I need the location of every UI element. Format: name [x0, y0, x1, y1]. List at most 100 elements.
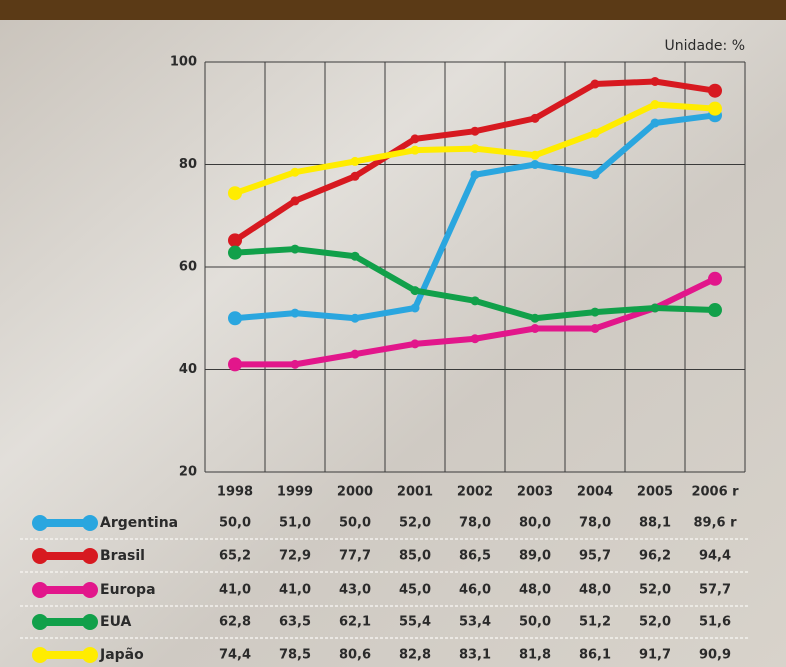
- table-value: 52,0: [639, 615, 671, 630]
- data-point: [650, 76, 660, 86]
- y-tick-label: 20: [179, 465, 197, 480]
- data-point: [530, 324, 540, 333]
- x-tick-label: 2001: [397, 485, 433, 500]
- legend-label: EUA: [100, 614, 132, 630]
- data-point: [650, 303, 660, 313]
- data-point: [650, 118, 660, 128]
- table-value: 78,0: [459, 516, 491, 531]
- table-value: 81,8: [519, 648, 551, 663]
- table-value: 89,6 r: [693, 516, 737, 531]
- table-value: 50,0: [519, 615, 551, 630]
- table-value: 85,0: [399, 549, 431, 564]
- data-point: [410, 339, 420, 349]
- legend-swatch-dot: [82, 614, 98, 630]
- legend-label: Japão: [99, 647, 144, 663]
- data-point: [590, 307, 600, 317]
- data-point: [470, 144, 480, 154]
- legend-label: Argentina: [100, 515, 178, 531]
- data-point: [350, 171, 360, 181]
- data-point: [228, 357, 242, 372]
- x-tick-label: 1998: [217, 485, 253, 500]
- x-tick-label: 1999: [277, 485, 313, 500]
- table-value: 77,7: [339, 549, 371, 564]
- table-value: 41,0: [219, 583, 251, 598]
- legend-swatch-dot: [32, 647, 48, 663]
- table-value: 86,1: [579, 648, 611, 663]
- table-value: 80,0: [519, 516, 551, 531]
- table-value: 65,2: [219, 549, 251, 564]
- table-value: 48,0: [579, 583, 611, 598]
- data-point: [350, 156, 360, 166]
- table-value: 51,2: [579, 615, 611, 630]
- table-value: 78,0: [579, 516, 611, 531]
- table-value: 55,4: [399, 615, 431, 630]
- data-point: [590, 324, 600, 333]
- table-value: 83,1: [459, 648, 491, 663]
- data-point: [410, 286, 420, 296]
- table-value: 57,7: [699, 583, 731, 598]
- unit-label: Unidade: %: [665, 38, 745, 54]
- table-value: 52,0: [399, 516, 431, 531]
- table-value: 50,0: [219, 516, 251, 531]
- data-point: [410, 145, 420, 155]
- data-point: [708, 101, 722, 116]
- data-point: [470, 296, 480, 306]
- y-tick-label: 60: [179, 260, 197, 275]
- table-value: 94,4: [699, 549, 731, 564]
- table-value: 78,5: [279, 648, 311, 663]
- data-point: [350, 313, 360, 323]
- table-value: 41,0: [279, 583, 311, 598]
- table-value: 72,9: [279, 549, 311, 564]
- x-tick-label: 2000: [337, 485, 373, 500]
- data-point: [708, 303, 722, 318]
- table-value: 51,0: [279, 516, 311, 531]
- data-point: [350, 251, 360, 261]
- data-point: [350, 349, 360, 359]
- legend-swatch-dot: [82, 647, 98, 663]
- table-value: 74,4: [219, 648, 251, 663]
- x-tick-label: 2006 r: [691, 485, 739, 500]
- data-point: [590, 128, 600, 138]
- data-point: [650, 100, 660, 110]
- table-value: 43,0: [339, 583, 371, 598]
- data-point: [470, 170, 480, 180]
- data-point: [530, 150, 540, 160]
- data-point: [290, 196, 300, 206]
- table-value: 45,0: [399, 583, 431, 598]
- y-tick-label: 40: [179, 362, 197, 377]
- data-point: [228, 311, 242, 326]
- table-value: 86,5: [459, 549, 491, 564]
- data-point: [290, 167, 300, 177]
- table-value: 62,8: [219, 615, 251, 630]
- data-point: [290, 359, 300, 369]
- data-point: [228, 186, 242, 201]
- legend-swatch-dot: [82, 548, 98, 564]
- x-tick-label: 2004: [577, 485, 613, 500]
- x-tick-label: 2002: [457, 485, 493, 500]
- data-point: [470, 126, 480, 136]
- table-value: 95,7: [579, 549, 611, 564]
- data-point: [470, 334, 480, 344]
- data-point: [290, 244, 300, 254]
- y-tick-label: 80: [179, 157, 197, 172]
- table-value: 48,0: [519, 583, 551, 598]
- legend-swatch-dot: [32, 548, 48, 564]
- table-value: 80,6: [339, 648, 371, 663]
- table-value: 82,8: [399, 648, 431, 663]
- table-value: 62,1: [339, 615, 371, 630]
- data-point: [708, 271, 722, 286]
- table-value: 96,2: [639, 549, 671, 564]
- top-bar: [0, 0, 786, 20]
- legend-swatch-dot: [32, 582, 48, 598]
- data-point: [530, 160, 540, 169]
- data-point: [410, 303, 420, 313]
- x-tick-label: 2003: [517, 485, 553, 500]
- legend-swatch-dot: [32, 614, 48, 630]
- legend-label: Brasil: [100, 548, 145, 564]
- table-value: 50,0: [339, 516, 371, 531]
- table-value: 63,5: [279, 615, 311, 630]
- table-value: 90,9: [699, 648, 731, 663]
- table-value: 51,6: [699, 615, 731, 630]
